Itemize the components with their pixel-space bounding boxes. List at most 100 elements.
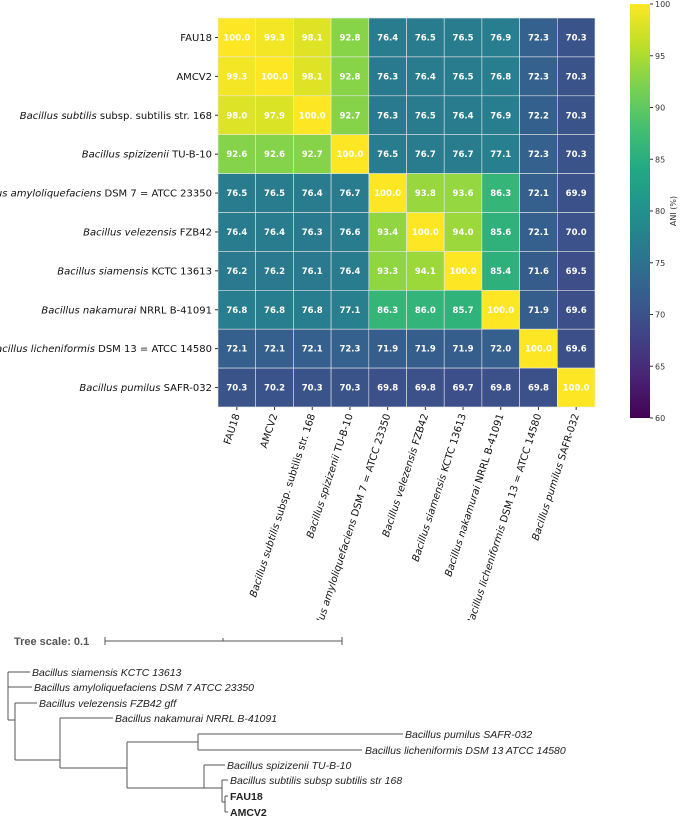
- cell-value-label: 72.2: [528, 111, 549, 121]
- heatmap-cell: [255, 173, 294, 213]
- heatmap-cell: [443, 328, 483, 369]
- heatmap-cell: [519, 289, 558, 330]
- heatmap-cell: [406, 289, 445, 330]
- heatmap-cell: [293, 328, 332, 369]
- heatmap-cell: [255, 328, 294, 369]
- cell-value-label: 77.1: [490, 150, 511, 160]
- heatmap-cell: [293, 173, 332, 213]
- cell-value-label: 100.0: [412, 228, 439, 238]
- heatmap-cell: [443, 289, 483, 330]
- cell-value-label: 76.8: [490, 72, 511, 82]
- cell-value-label: 100.0: [223, 33, 250, 43]
- y-tick-label: AMCV2: [176, 72, 212, 83]
- cell-value-label: 69.8: [528, 384, 549, 394]
- cell-value-label: 70.3: [566, 111, 587, 121]
- cell-value-label: 98.1: [302, 33, 323, 43]
- colorbar-tick-label: 65: [655, 362, 665, 371]
- cell-value-label: 72.3: [528, 72, 549, 82]
- cell-value-label: 92.7: [339, 111, 360, 121]
- heatmap-cell: [519, 56, 558, 97]
- cell-value-label: 85.4: [490, 267, 511, 277]
- tree-leaf-label: Bacillus velezensis FZB42 gff: [39, 698, 177, 710]
- tree-leaf-label: Bacillus amyloliquefaciens DSM 7 ATCC 23…: [34, 682, 254, 694]
- cell-value-label: 76.5: [453, 33, 474, 43]
- cell-value-label: 76.8: [264, 306, 285, 316]
- tree-leaf-label: FAU18: [230, 791, 263, 803]
- heatmap-cell: [293, 95, 332, 136]
- cell-value-label: 69.8: [377, 384, 398, 394]
- heatmap-cell: [406, 251, 445, 291]
- cell-value-label: 100.0: [563, 384, 590, 394]
- cell-value-label: 76.3: [302, 228, 323, 238]
- cell-value-label: 76.6: [339, 228, 360, 238]
- heatmap-cell: [255, 56, 294, 97]
- cell-value-label: 93.8: [415, 189, 436, 199]
- cell-value-label: 85.7: [453, 306, 474, 316]
- heatmap-cell: [443, 56, 483, 97]
- heatmap-cell: [217, 251, 257, 291]
- cell-value-label: 94.0: [453, 228, 474, 238]
- cell-value-label: 92.8: [339, 33, 360, 43]
- cell-value-label: 76.9: [490, 111, 511, 121]
- cell-value-label: 97.9: [264, 111, 285, 121]
- heatmap-cell: [556, 251, 596, 291]
- cell-value-label: 70.3: [339, 384, 360, 394]
- cell-value-label: 70.3: [566, 150, 587, 160]
- tree-branches: [7, 671, 403, 813]
- cell-value-label: 100.0: [374, 189, 401, 199]
- cell-value-label: 100.0: [261, 72, 288, 82]
- heatmap-cell: [406, 134, 445, 174]
- heatmap-cell: [368, 95, 407, 136]
- cell-value-label: 98.1: [302, 72, 323, 82]
- heatmap-cell: [519, 134, 558, 174]
- heatmap-cell: [330, 289, 370, 330]
- heatmap-cell: [481, 56, 520, 97]
- cell-value-label: 76.9: [490, 33, 511, 43]
- cell-value-label: 92.6: [226, 150, 247, 160]
- heatmap-cell: [330, 17, 370, 58]
- y-tick-label: Bacillus subtilis subsp. subtilis str. 1…: [20, 111, 212, 122]
- heatmap-cells: 100.0 99.3 98.1 92.8 76.4 76.5 76.5 76.9 72.3 70.…: [217, 17, 596, 408]
- cell-value-label: 76.4: [339, 267, 360, 277]
- x-tick-label: AMCV2: [259, 413, 280, 450]
- colorbar-tick-label: 95: [655, 52, 665, 61]
- cell-value-label: 71.9: [528, 306, 549, 316]
- tree-leaf-label: Bacillus spizizenii TU-B-10: [227, 760, 351, 772]
- cell-value-label: 93.6: [453, 189, 474, 199]
- x-tick-label: Bacillus licheniformis DSM 13 = ATCC 145…: [465, 413, 544, 620]
- colorbar-tick-label: 80: [655, 207, 665, 216]
- cell-value-label: 76.4: [377, 33, 398, 43]
- cell-value-label: 72.1: [302, 345, 323, 355]
- heatmap-cell: [519, 367, 558, 408]
- cell-value-label: 100.0: [487, 306, 514, 316]
- heatmap-cell: [519, 95, 558, 136]
- cell-value-label: 100.0: [337, 150, 364, 160]
- colorbar-ticks: 60 65 70 75 80 85 90 95 100: [650, 0, 670, 423]
- heatmap-cell: [330, 367, 370, 408]
- cell-value-label: 76.3: [377, 111, 398, 121]
- heatmap-cell: [330, 56, 370, 97]
- cell-value-label: 76.7: [453, 150, 474, 160]
- cell-value-label: 70.3: [302, 384, 323, 394]
- heatmap-cell: [443, 251, 483, 291]
- heatmap-cell: [556, 95, 596, 136]
- heatmap-cell: [481, 251, 520, 291]
- cell-value-label: 72.0: [490, 345, 511, 355]
- cell-value-label: 98.0: [226, 111, 247, 121]
- cell-value-label: 92.8: [339, 72, 360, 82]
- cell-value-label: 85.6: [490, 228, 511, 238]
- heatmap-cell: [293, 289, 332, 330]
- heatmap-cell: [406, 367, 445, 408]
- heatmap-cell: [481, 328, 520, 369]
- cell-value-label: 76.4: [415, 72, 436, 82]
- heatmap-cell: [481, 95, 520, 136]
- y-tick-label: Bacillus licheniformis DSM 13 = ATCC 145…: [0, 344, 212, 355]
- heatmap-cell: [293, 212, 332, 252]
- heatmap-cell: [443, 173, 483, 213]
- cell-value-label: 76.2: [264, 267, 285, 277]
- heatmap-cell: [255, 17, 294, 58]
- heatmap-cell: [443, 367, 483, 408]
- ani-heatmap: 100.0 99.3 98.1 92.8 76.4 76.5 76.5 76.9 72.3 70.…: [0, 0, 678, 620]
- heatmap-cell: [368, 173, 407, 213]
- cell-value-label: 92.6: [264, 150, 285, 160]
